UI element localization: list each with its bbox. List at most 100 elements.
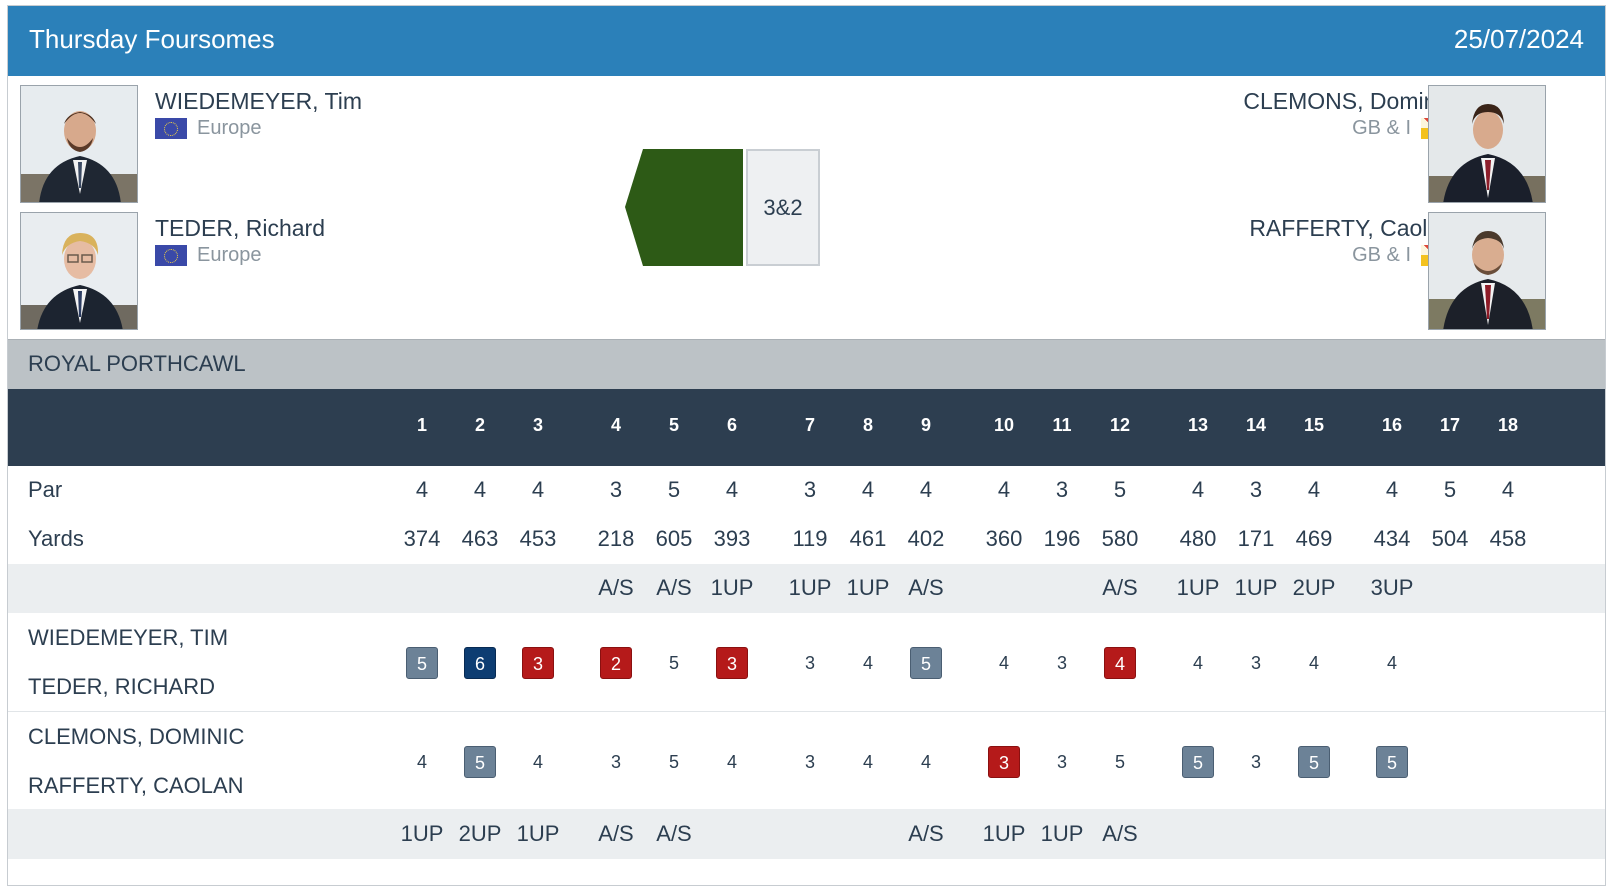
team1-status-row: A/S A/S 1UP 1UP 1UP A/S A/S 1UP 1UP 2UP 3UP	[8, 564, 1605, 613]
team1-hole-score: 6	[464, 647, 496, 679]
hole-number: 8	[862, 415, 873, 435]
par-value: 5	[667, 477, 681, 502]
par-value: 5	[1443, 477, 1457, 502]
team1-hole-score: 4	[1192, 653, 1203, 673]
team1-hole-score: 3	[1056, 653, 1067, 673]
yards-value: 605	[655, 526, 693, 551]
match-status: 1UP	[400, 821, 444, 846]
team1-hole-score: 4	[1104, 647, 1136, 679]
hole-number: 3	[532, 415, 543, 435]
match-card: Thursday Foursomes 25/07/2024 WIEDEMEYER…	[7, 5, 1606, 886]
match-status: A/S	[1102, 821, 1138, 846]
par-value: 3	[1249, 477, 1263, 502]
hole-number: 12	[1109, 415, 1131, 435]
player-photo-rafferty[interactable]	[1428, 212, 1546, 330]
player-name-clemons[interactable]: CLEMONS, Dominic	[1243, 88, 1453, 114]
hole-number: 17	[1439, 415, 1461, 435]
match-status: 1UP	[846, 575, 890, 600]
team2-hole-score: 5	[1376, 746, 1408, 778]
yards-value: 469	[1295, 526, 1333, 551]
yards-value: 458	[1489, 526, 1527, 551]
team2-hole-score: 5	[1114, 752, 1125, 772]
hole-number: 16	[1381, 415, 1403, 435]
hole-number: 15	[1303, 415, 1325, 435]
team2-hole-score: 3	[610, 752, 621, 772]
team1-hole-score: 5	[406, 647, 438, 679]
team2-hole-score: 4	[532, 752, 543, 772]
team2-hole-score: 5	[668, 752, 679, 772]
match-result: 3&2	[746, 149, 820, 266]
match-status: 1UP	[1040, 821, 1084, 846]
team1-player1-name: WIEDEMEYER, TIM	[28, 625, 229, 650]
team1-player2-name: TEDER, RICHARD	[28, 674, 216, 699]
yards-row: Yards 374 463 453 218 605 393 119 461 402 360 196 5…	[8, 515, 1605, 564]
team1-hole-score: 4	[1308, 653, 1319, 673]
hole-header-row: 1 2 3 4 5 6 7 8 9 10 11 12 13 14 15 16 17 18	[8, 389, 1605, 466]
match-status: A/S	[908, 575, 944, 600]
match-status: A/S	[1102, 575, 1138, 600]
team1-hole-score: 5	[910, 647, 942, 679]
match-status: A/S	[908, 821, 944, 846]
par-value: 4	[1191, 477, 1205, 502]
match-status: A/S	[598, 821, 634, 846]
team1-hole-score: 5	[668, 653, 679, 673]
hole-number: 14	[1245, 415, 1267, 435]
player-name-rafferty[interactable]: RAFFERTY, Caolan	[1249, 215, 1453, 241]
par-value: 4	[415, 477, 429, 502]
match-status: 1UP	[982, 821, 1026, 846]
par-value: 5	[1113, 477, 1127, 502]
match-status: A/S	[598, 575, 634, 600]
yards-value: 461	[849, 526, 887, 551]
team2-hole-score: 5	[464, 746, 496, 778]
par-value: 4	[531, 477, 545, 502]
team2-hole-score: 4	[726, 752, 737, 772]
match-status: 1UP	[1234, 575, 1278, 600]
yards-value: 360	[985, 526, 1023, 551]
par-value: 3	[1055, 477, 1069, 502]
par-value: 4	[473, 477, 487, 502]
hole-number: 7	[804, 415, 815, 435]
team2-player1-name: CLEMONS, DOMINIC	[28, 724, 245, 749]
player-photo-wiedemeyer[interactable]	[20, 85, 138, 203]
hole-number: 18	[1497, 415, 1519, 435]
hole-number: 10	[993, 415, 1015, 435]
hole-number: 4	[610, 415, 621, 435]
yards-value: 480	[1179, 526, 1217, 551]
par-value: 4	[1307, 477, 1321, 502]
match-status: 1UP	[710, 575, 754, 600]
yards-value: 218	[597, 526, 635, 551]
par-value: 4	[861, 477, 875, 502]
yards-value: 393	[713, 526, 751, 551]
player-name-teder[interactable]: TEDER, Richard	[155, 215, 325, 241]
team1-hole-score: 3	[804, 653, 815, 673]
player-photo-clemons[interactable]	[1428, 85, 1546, 203]
match-status: 2UP	[458, 821, 502, 846]
hole-number: 11	[1052, 415, 1072, 435]
par-value: 3	[803, 477, 817, 502]
yards-value: 119	[792, 526, 828, 551]
yards-value: 196	[1043, 526, 1081, 551]
team1-hole-score: 4	[998, 653, 1009, 673]
yards-value: 453	[519, 526, 557, 551]
match-status: 1UP	[788, 575, 832, 600]
par-value: 4	[919, 477, 933, 502]
course-name: ROYAL PORTHCAWL	[28, 351, 246, 376]
team2-hole-score: 4	[862, 752, 873, 772]
hole-number: 5	[668, 415, 679, 435]
team2-hole-score: 3	[1056, 752, 1067, 772]
team1-hole-score: 3	[522, 647, 554, 679]
player-name-wiedemeyer[interactable]: WIEDEMEYER, Tim	[155, 88, 363, 114]
match-status: A/S	[656, 575, 692, 600]
event-date: 25/07/2024	[1453, 24, 1584, 54]
team2-hole-score: 3	[804, 752, 815, 772]
yards-value: 171	[1237, 526, 1275, 551]
match-status: 3UP	[1370, 575, 1414, 600]
team1-hole-score: 4	[862, 653, 873, 673]
hole-number: 13	[1187, 415, 1209, 435]
par-row: Par 4 4 4 3 5 4 3 4 4 4 3 5 4 3 4 4 5 4	[8, 466, 1605, 515]
yards-value: 463	[461, 526, 499, 551]
hole-number: 6	[726, 415, 737, 435]
player-photo-teder[interactable]	[20, 212, 138, 330]
yards-value: 504	[1431, 526, 1469, 551]
team2-status-row: 1UP 2UP 1UP A/S A/S A/S 1UP 1UP A/S	[8, 809, 1605, 859]
